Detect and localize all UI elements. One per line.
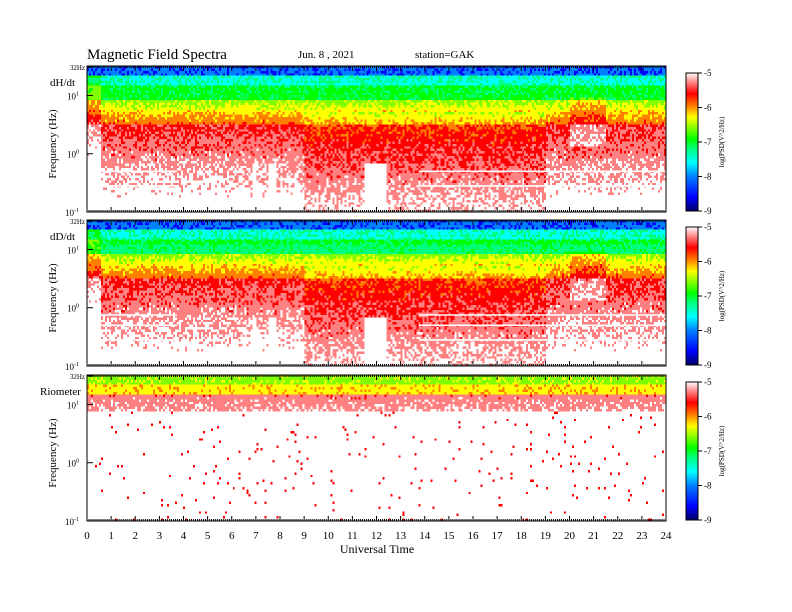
colorbar-tick-label: -9 <box>704 360 712 370</box>
x-tick-label: 16 <box>468 530 480 542</box>
x-tick-label: 20 <box>564 530 576 542</box>
y-tick-label: 101 <box>67 400 79 410</box>
x-tick-label: 13 <box>395 530 407 542</box>
colorbar-tick-label: -8 <box>704 481 712 491</box>
colorbar-label: log(PSD(V^2/Hz) <box>718 116 726 167</box>
figure-title: Magnetic Field Spectra <box>87 47 227 63</box>
y-tick-label: 10-1 <box>65 208 79 218</box>
y-tick-label: 101 <box>67 91 79 101</box>
x-tick-label: 21 <box>588 530 599 542</box>
colorbar-tick-label: -6 <box>704 412 712 422</box>
y-tick-label: 32Hz <box>70 218 85 226</box>
spectra-figure: Magnetic Field Spectra Jun. 8 , 2021 sta… <box>0 0 792 612</box>
y-axis-label: Frequency (Hz) <box>47 418 59 488</box>
colorbar-tick-label: -7 <box>704 137 712 147</box>
x-tick-label: 18 <box>516 530 528 542</box>
y-axis-label: Frequency (Hz) <box>47 109 59 179</box>
colorbar-tick-label: -5 <box>704 68 712 78</box>
x-tick-label: 9 <box>301 530 307 542</box>
x-tick-label: 4 <box>181 530 187 542</box>
spectrogram-dh <box>87 66 666 212</box>
colorbar: -5 -6 -7 -8 -9 log(PSD(V^2/Hz) <box>686 222 726 370</box>
x-tick-label: 24 <box>661 530 673 542</box>
colorbar-tick-label: -6 <box>704 257 712 267</box>
x-axis-label: Universal Time <box>340 542 414 556</box>
y-tick-label: 100 <box>67 459 79 469</box>
x-tick-label: 10 <box>323 530 335 542</box>
y-tick-label: 32Hz <box>70 64 85 72</box>
colorbar-tick-label: -6 <box>704 103 712 113</box>
x-tick-label: 17 <box>492 530 504 542</box>
x-tick-label: 14 <box>419 530 431 542</box>
y-tick-label: 10-1 <box>65 517 79 527</box>
colorbar-label: log(PSD(V^2/Hz) <box>718 270 726 321</box>
x-tick-label: 3 <box>157 530 163 542</box>
x-tick-label: 11 <box>347 530 358 542</box>
spectrogram-rio <box>87 375 666 521</box>
x-axis: 0 1 2 3 4 5 6 7 8 9 10 11 12 13 14 15 16 17 18 19 20 21 22 23 24 <box>84 530 672 542</box>
station-label: station=GAK <box>415 49 474 61</box>
y-tick-label: 100 <box>67 304 79 314</box>
colorbar: -5 -6 -7 -8 -9 log(PSD(V^2/Hz) <box>686 377 726 525</box>
x-tick-label: 23 <box>636 530 648 542</box>
colorbar-tick-label: -8 <box>704 172 712 182</box>
x-tick-label: 7 <box>253 530 259 542</box>
colorbar-tick-label: -5 <box>704 222 712 232</box>
colorbar-tick-label: -9 <box>704 206 712 216</box>
y-tick-label: 100 <box>67 150 79 160</box>
x-tick-label: 19 <box>540 530 552 542</box>
x-tick-label: 2 <box>133 530 139 542</box>
x-tick-label: 8 <box>277 530 283 542</box>
x-tick-label: 6 <box>229 530 235 542</box>
spectrogram-dd <box>87 220 666 366</box>
panel-label: Riometer <box>40 386 81 398</box>
y-tick-label: 10-1 <box>65 362 79 372</box>
panel-rio: Riometer Frequency (Hz) 32Hz 101 100 10-1 -5 -6… <box>40 373 726 527</box>
x-tick-label: 0 <box>84 530 90 542</box>
colorbar: -5 -6 -7 -8 -9 log(PSD(V^2/Hz) <box>686 68 726 216</box>
colorbar-tick-label: -5 <box>704 377 712 387</box>
y-tick-label: 32Hz <box>70 373 85 381</box>
colorbar-tick-label: -9 <box>704 515 712 525</box>
x-tick-label: 12 <box>371 530 382 542</box>
panel-label: dD/dt <box>50 231 75 243</box>
colorbar-label: log(PSD(V^2/Hz) <box>718 425 726 476</box>
colorbar-tick-label: -8 <box>704 326 712 336</box>
x-tick-label: 1 <box>108 530 114 542</box>
y-axis-label: Frequency (Hz) <box>47 263 59 333</box>
y-tick-label: 101 <box>67 245 79 255</box>
x-tick-label: 5 <box>205 530 211 542</box>
x-tick-label: 15 <box>443 530 455 542</box>
colorbar-tick-label: -7 <box>704 291 712 301</box>
colorbar-tick-label: -7 <box>704 446 712 456</box>
date-label: Jun. 8 , 2021 <box>298 49 355 61</box>
panel-label: dH/dt <box>50 77 75 89</box>
x-tick-label: 22 <box>612 530 623 542</box>
